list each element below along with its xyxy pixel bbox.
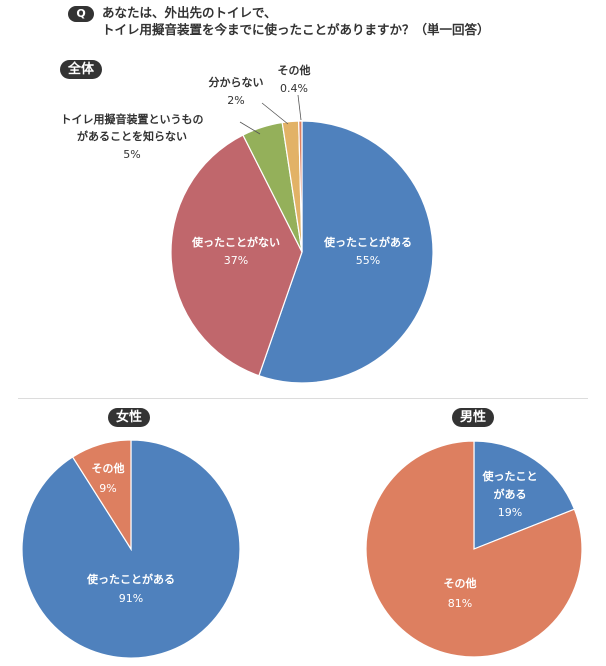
question-text: あなたは、外出先のトイレで、 トイレ用擬音装置を今までに使ったことがありますか？… (102, 4, 490, 38)
pie-slice (365, 440, 583, 658)
slice-label: がある (494, 487, 527, 501)
slice-value: 9% (99, 482, 116, 495)
slice-label: トイレ用擬音装置というもの (61, 112, 204, 126)
slice-label: その他 (92, 461, 125, 475)
slice-label: 使ったこと (482, 469, 538, 483)
slice-label: 使ったことがある (323, 235, 412, 249)
pie-slice (170, 134, 303, 377)
pie-slice (71, 439, 132, 552)
slice-label: その他 (444, 576, 477, 590)
slice-value: 0.4% (280, 82, 308, 95)
section-label-overall: 全体 (60, 60, 103, 79)
slice-value: 81% (448, 597, 472, 610)
pie-slice (298, 120, 303, 253)
question-line-1: あなたは、外出先のトイレで、 (102, 5, 277, 20)
slice-value: 2% (227, 94, 244, 107)
slice-value: 19% (498, 506, 522, 519)
slice-value: 5% (123, 148, 140, 161)
leader-line (239, 121, 261, 135)
slice-value: 91% (119, 592, 143, 605)
question-badge: Q (68, 6, 94, 22)
leader-line (261, 102, 289, 125)
slice-label: があることを知らない (77, 129, 187, 143)
leader-line (297, 94, 302, 121)
pie-slice (473, 440, 576, 550)
slice-value: 37% (224, 254, 248, 267)
slice-label: 分からない (209, 75, 264, 89)
question-line-2: トイレ用擬音装置を今までに使ったことがありますか？（単一回答） (102, 22, 490, 37)
slice-label: 使ったことがある (86, 572, 175, 586)
section-label-male: 男性 (452, 408, 495, 427)
section-divider (18, 398, 588, 399)
slice-label: その他 (278, 63, 311, 77)
slice-label: 使ったことがない (191, 235, 280, 249)
section-label-female: 女性 (108, 408, 151, 427)
slice-value: 55% (356, 254, 380, 267)
